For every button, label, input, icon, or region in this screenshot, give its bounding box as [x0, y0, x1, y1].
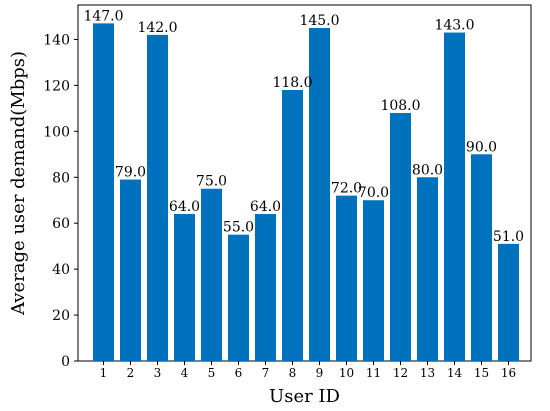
bar-value-label: 90.0 — [466, 139, 497, 155]
x-tick-label: 11 — [366, 366, 381, 380]
x-axis-ticks: 1 2 3 4 5 6 7 8 9 10 11 12 13 14 15 16 — [100, 361, 516, 380]
x-tick-label: 3 — [154, 366, 162, 380]
x-tick-label: 1 — [100, 366, 108, 380]
bar-value-label: 72.0 — [331, 181, 362, 197]
bar-user-3 — [147, 34, 168, 362]
x-tick-label: 10 — [339, 366, 354, 380]
y-axis-title: Average user demand(Mbps) — [8, 51, 29, 316]
bar-value-label: 64.0 — [169, 199, 200, 215]
y-tick-label: 60 — [52, 216, 70, 232]
bar-user-14 — [444, 32, 465, 362]
x-tick-label: 7 — [262, 366, 270, 380]
y-tick-label: 80 — [52, 170, 70, 186]
x-tick-label: 9 — [316, 366, 324, 380]
x-tick-label: 6 — [235, 366, 243, 380]
bar-value-label: 108.0 — [380, 98, 420, 114]
bar-value-label: 75.0 — [196, 174, 227, 190]
x-tick-label: 2 — [127, 366, 135, 380]
bar-user-11 — [363, 200, 384, 361]
bar-user-7 — [255, 214, 276, 361]
x-tick-label: 14 — [447, 366, 463, 380]
bar-user-2 — [120, 179, 141, 361]
bar-value-label: 70.0 — [358, 185, 389, 201]
bars-group — [93, 23, 519, 362]
bar-value-label: 51.0 — [493, 229, 524, 245]
x-tick-label: 16 — [501, 366, 516, 380]
bar-user-13 — [417, 177, 438, 361]
bar-value-label: 79.0 — [115, 165, 146, 181]
bar-user-9 — [309, 27, 330, 361]
bar-value-label: 55.0 — [223, 220, 254, 236]
plot-frame — [77, 4, 532, 362]
bar-user-15 — [471, 154, 492, 361]
y-tick-label: 40 — [52, 262, 70, 278]
bar-user-1 — [93, 23, 114, 362]
x-tick-label: 8 — [289, 366, 297, 380]
bar-labels-group: 147.0 79.0 142.0 64.0 75.0 55.0 64.0 118.0 145.0… — [83, 8, 524, 244]
y-tick-label: 120 — [43, 78, 70, 94]
y-tick-label: 100 — [43, 124, 70, 140]
bar-user-8 — [282, 89, 303, 361]
bar-user-6 — [228, 234, 249, 361]
x-axis-title: User ID — [269, 386, 340, 407]
x-tick-label: 13 — [420, 366, 435, 380]
bar-user-4 — [174, 214, 195, 361]
bar-value-label: 147.0 — [83, 8, 123, 24]
y-tick-label: 140 — [43, 32, 70, 48]
bar-user-5 — [201, 188, 222, 361]
bar-user-12 — [390, 112, 411, 361]
bar-value-label: 142.0 — [137, 20, 177, 36]
x-tick-label: 5 — [208, 366, 216, 380]
bar-value-label: 143.0 — [434, 18, 474, 34]
x-tick-label: 4 — [181, 366, 189, 380]
bar-value-label: 80.0 — [412, 162, 443, 178]
bar-user-16 — [498, 243, 519, 361]
y-axis-ticks: 0 20 40 60 80 100 120 140 — [43, 32, 78, 370]
y-tick-label: 0 — [61, 354, 70, 370]
bar-value-label: 64.0 — [250, 199, 281, 215]
x-tick-label: 15 — [474, 366, 489, 380]
bar-value-label: 118.0 — [272, 75, 312, 91]
bar-user-10 — [336, 195, 357, 361]
bar-value-label: 145.0 — [299, 13, 339, 29]
x-tick-label: 12 — [393, 366, 408, 380]
y-tick-label: 20 — [52, 308, 70, 324]
